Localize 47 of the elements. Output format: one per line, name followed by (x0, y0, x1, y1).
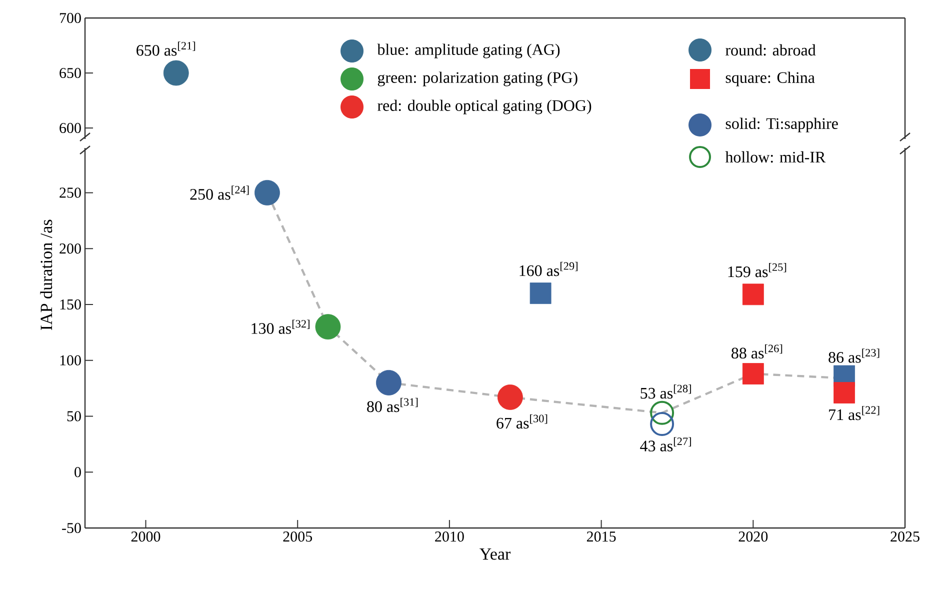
y-tick-label: 600 (60, 122, 81, 134)
annotation: blue: amplitude gating (AG) (377, 44, 560, 58)
annotation: round: abroad (726, 44, 816, 56)
point (742, 363, 764, 384)
point (376, 370, 402, 396)
y-tick-label: 150 (60, 299, 81, 310)
x-tick-label: 2025 (890, 532, 920, 542)
point (530, 282, 552, 304)
point (834, 382, 855, 404)
x-tick-label: 2000 (131, 532, 160, 542)
annotation: 650 as$^{[21]}$ (136, 42, 196, 56)
y-tick-label: 200 (60, 244, 81, 254)
annotation: hollow: mid-IR (725, 151, 826, 163)
annotation: 67 as$^{[30]}$ (496, 414, 548, 429)
y-tick-label: 50 (67, 411, 81, 422)
annotation: 43 as$^{[27]}$ (640, 437, 691, 452)
annotation: 250 as$^{[24]}$ (190, 186, 249, 200)
annotation: 159 as$^{[25]}$ (728, 263, 786, 278)
annotation: 53 as$^{[28]}$ (640, 384, 691, 399)
annotation: 80 as$^{[31]}$ (367, 398, 418, 412)
annotation: solid: Ti:sapphire (726, 118, 838, 132)
y-tick-label: 250 (60, 188, 81, 198)
point (742, 284, 764, 306)
annotation: 86 as$^{[23]}$ (828, 348, 880, 363)
y-tick-label: 700 (60, 12, 81, 24)
annotation: green: polarization gating (PG) (378, 72, 578, 86)
y-axis-title: IAP duration /as (40, 220, 52, 330)
annotation: square: China (726, 72, 815, 86)
point (650, 412, 674, 436)
point (315, 314, 341, 340)
y-tick-label: -50 (62, 522, 81, 534)
point (650, 400, 674, 425)
x-axis-title: Year (480, 548, 511, 560)
x-tick-label: 2020 (738, 532, 768, 542)
x-tick-label: 2010 (435, 532, 464, 542)
x-tick-label: 2005 (283, 532, 312, 542)
y-tick-label: 100 (60, 355, 81, 366)
annotation: red: double optical gating (DOG) (378, 100, 592, 114)
point (254, 180, 280, 206)
annotation: 130 as$^{[32]}$ (252, 320, 310, 334)
annotation: 160 as$^{[29]}$ (520, 262, 578, 276)
annotation: 88 as$^{[26]}$ (732, 344, 782, 359)
annotation: 71 as$^{[22]}$ (829, 406, 880, 420)
point (497, 384, 523, 410)
y-tick-label: 0 (74, 467, 81, 478)
x-tick-label: 2015 (586, 532, 616, 542)
y-tick-label: 650 (60, 68, 81, 78)
